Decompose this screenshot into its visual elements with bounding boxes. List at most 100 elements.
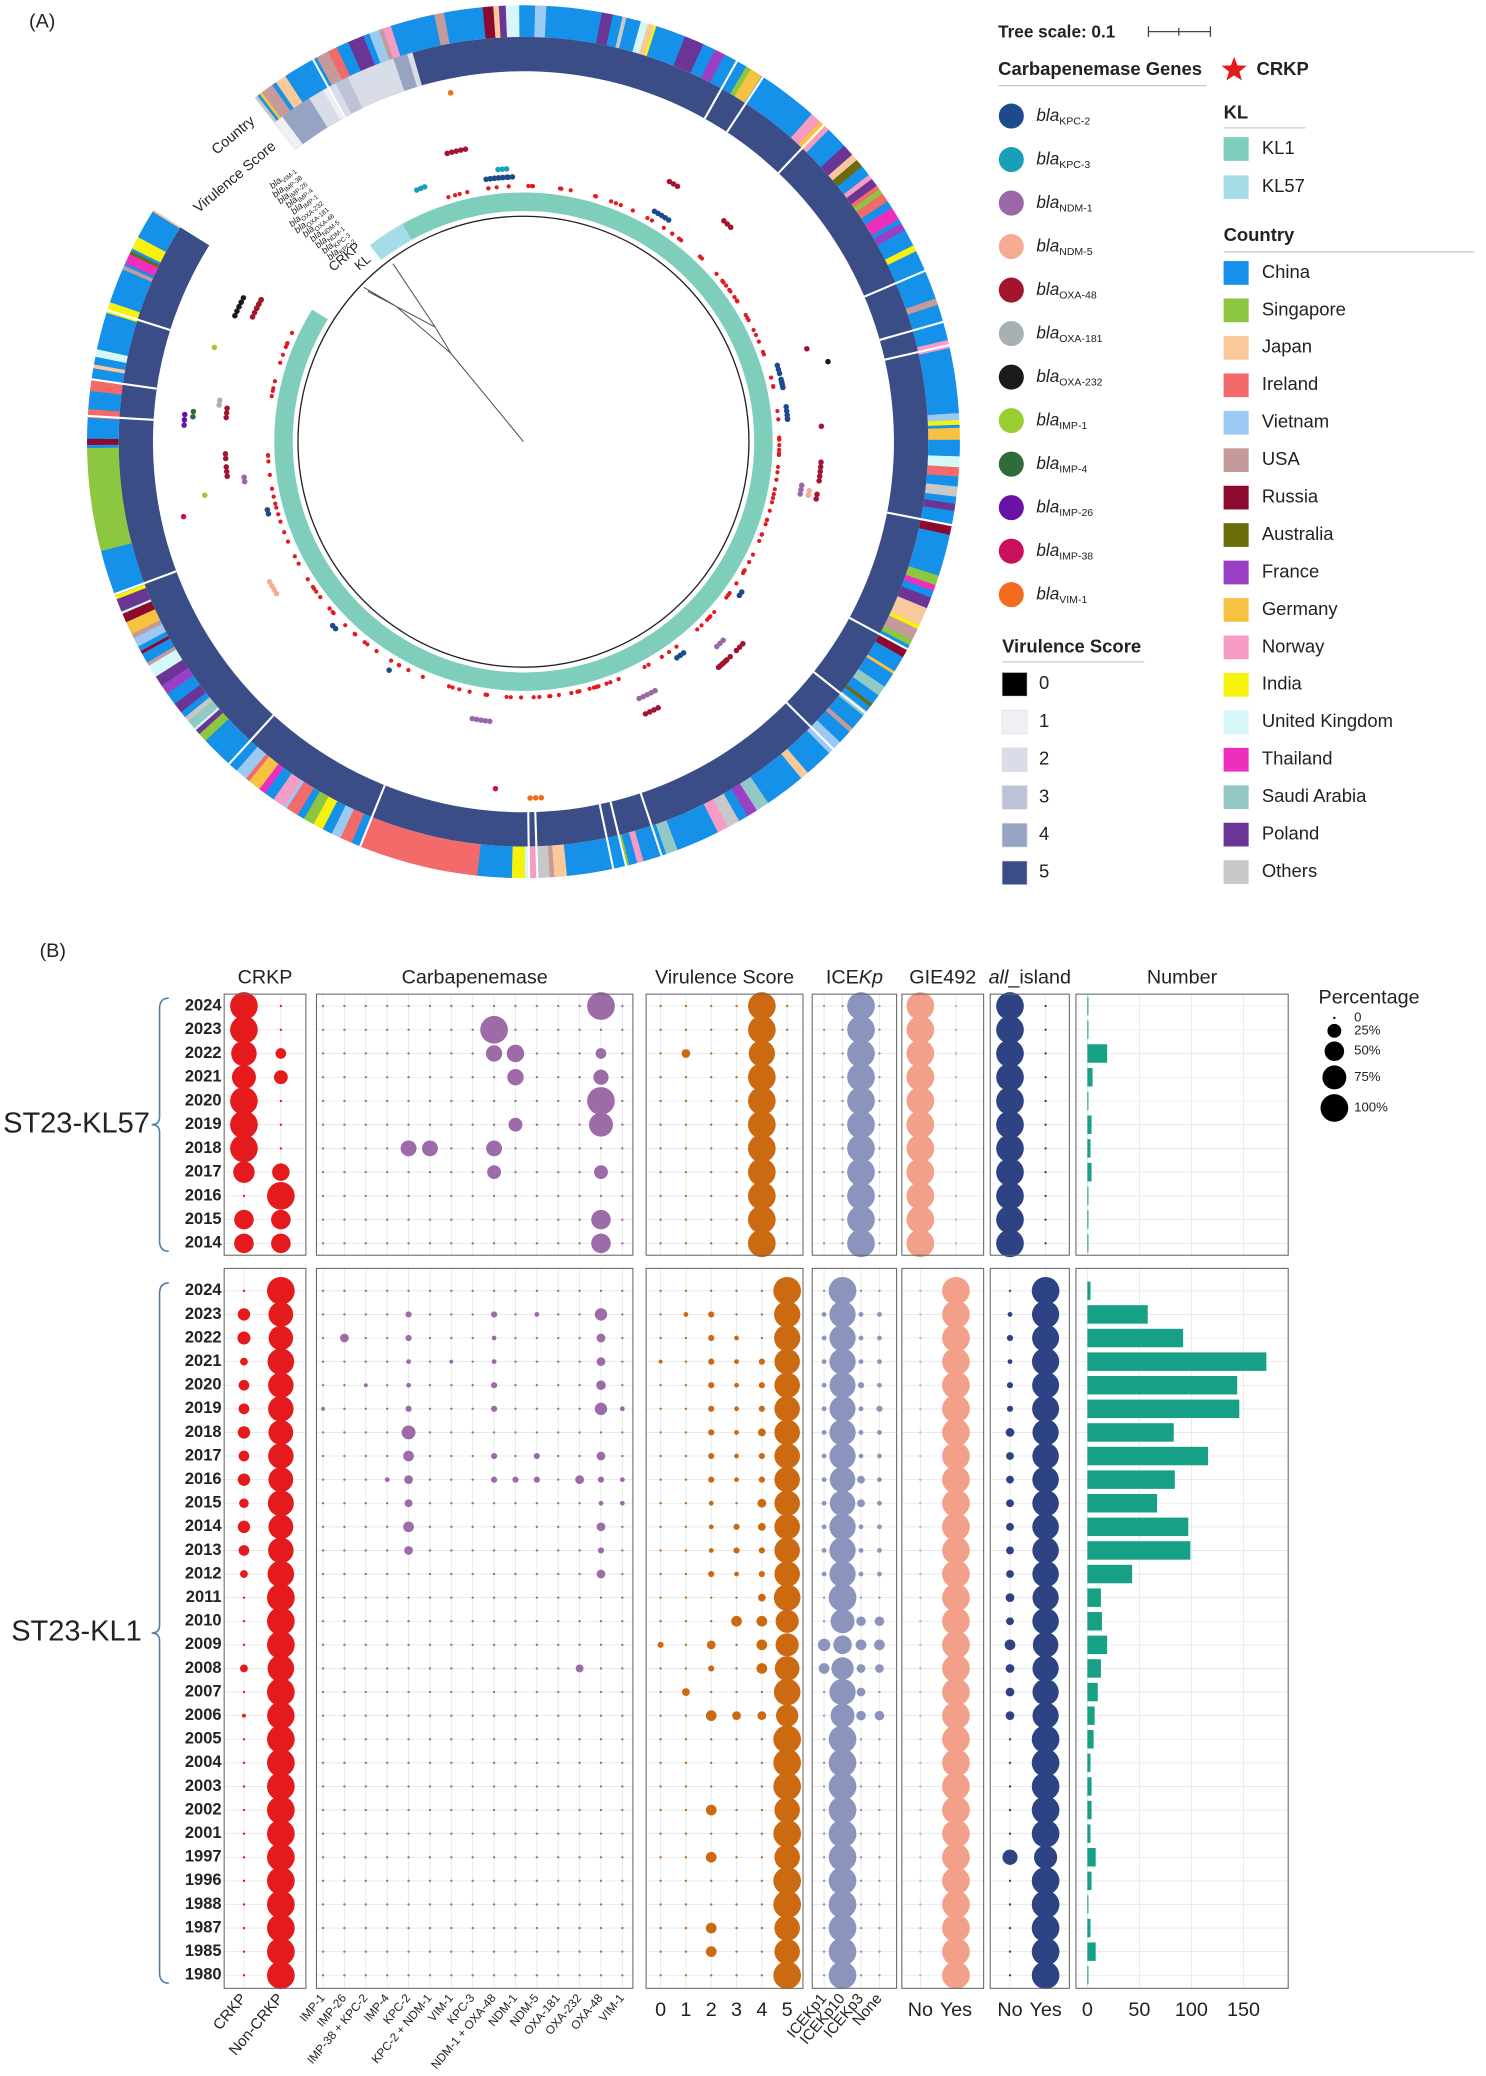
country-stripe <box>596 12 614 46</box>
dot <box>858 1453 864 1459</box>
dot <box>942 1607 970 1636</box>
dot <box>578 1242 581 1245</box>
country-stripe <box>493 845 509 878</box>
panel-frame <box>989 993 1070 1256</box>
dot <box>386 1028 389 1031</box>
country-stripe <box>882 240 914 261</box>
dot <box>407 1123 410 1126</box>
country-stripe <box>668 34 686 66</box>
dot <box>684 1974 688 1977</box>
dot <box>996 1110 1024 1139</box>
dot <box>919 1407 922 1411</box>
dot <box>858 1548 864 1553</box>
dot <box>1006 1617 1014 1626</box>
dot <box>821 1571 827 1577</box>
dot <box>238 1403 250 1415</box>
dot <box>841 1099 844 1103</box>
dot <box>621 1313 624 1316</box>
country-stripe <box>99 329 133 346</box>
crkp-mark <box>735 299 740 304</box>
country-stripe <box>195 708 223 735</box>
panel-frame <box>315 993 634 1256</box>
dot <box>557 1147 560 1150</box>
dot <box>1031 1749 1060 1777</box>
dot <box>405 1311 412 1318</box>
dot <box>588 1112 613 1137</box>
dot <box>942 1961 970 1990</box>
dot <box>878 1808 881 1812</box>
crkp-mark <box>446 195 451 200</box>
country-stripe <box>871 219 902 240</box>
dot <box>343 1926 346 1930</box>
country-stripe <box>528 5 536 38</box>
dot <box>599 1974 603 1977</box>
dot <box>774 1844 800 1871</box>
dot <box>557 1384 560 1387</box>
row-label: 2022 <box>185 1328 222 1346</box>
dot <box>578 1454 581 1458</box>
dot <box>471 1076 474 1079</box>
dot <box>919 1549 922 1552</box>
dot <box>428 1620 432 1623</box>
dot <box>621 1076 624 1079</box>
dot <box>578 1620 581 1623</box>
virulence-stripe <box>299 97 328 133</box>
dot <box>428 1525 432 1529</box>
country-stripe <box>96 524 129 539</box>
row-label: 2022 <box>185 1044 222 1062</box>
dot <box>386 1004 389 1008</box>
dot <box>343 1313 346 1316</box>
dot <box>735 1879 738 1883</box>
dot <box>919 1667 922 1670</box>
country-stripe <box>155 659 188 686</box>
dot <box>407 1052 410 1055</box>
dot <box>514 1099 517 1103</box>
country-stripe <box>852 668 885 696</box>
dot <box>659 1596 662 1599</box>
dot <box>343 1596 346 1599</box>
country-stripe <box>833 695 864 723</box>
dot <box>321 1596 325 1599</box>
dot <box>735 1785 738 1788</box>
dot <box>578 1903 581 1906</box>
dot <box>822 1123 826 1126</box>
dot <box>343 1667 346 1670</box>
country-stripe <box>248 756 279 790</box>
dot <box>267 1678 295 1706</box>
dot <box>760 1832 764 1835</box>
dot <box>238 1545 250 1556</box>
dot <box>621 1384 624 1387</box>
crkp-mark <box>604 681 609 686</box>
country-stripe <box>131 619 163 639</box>
country-stripe <box>93 511 126 522</box>
dot <box>535 1289 539 1293</box>
crkp-mark <box>645 215 650 221</box>
crkp-mark <box>266 459 271 464</box>
bar <box>1087 1186 1089 1206</box>
dot <box>599 1714 603 1717</box>
gene-dot <box>469 715 476 722</box>
legend-label: blaKPC-3 <box>1036 148 1090 171</box>
dot <box>1031 1725 1060 1754</box>
gene-dot <box>733 647 740 654</box>
gene-dot <box>499 174 506 181</box>
legend-gene: NDM-1 <box>1059 202 1092 214</box>
dot <box>400 1140 417 1157</box>
dot <box>343 1785 346 1788</box>
dot <box>822 1620 826 1623</box>
row-label: 2023 <box>185 1020 222 1038</box>
dot <box>578 1690 581 1694</box>
panel-title-part: Kp <box>859 967 883 989</box>
dot <box>407 1572 410 1576</box>
dot <box>321 1004 325 1008</box>
dot <box>557 1336 560 1340</box>
dot <box>535 1218 539 1221</box>
gene-dot <box>190 408 197 415</box>
dot <box>557 1123 560 1126</box>
panel-frame <box>1075 1267 1289 1989</box>
dot <box>878 1052 881 1055</box>
dot <box>386 1832 389 1835</box>
dot <box>942 1654 970 1683</box>
bar <box>1087 1328 1184 1348</box>
dot <box>557 1738 560 1741</box>
